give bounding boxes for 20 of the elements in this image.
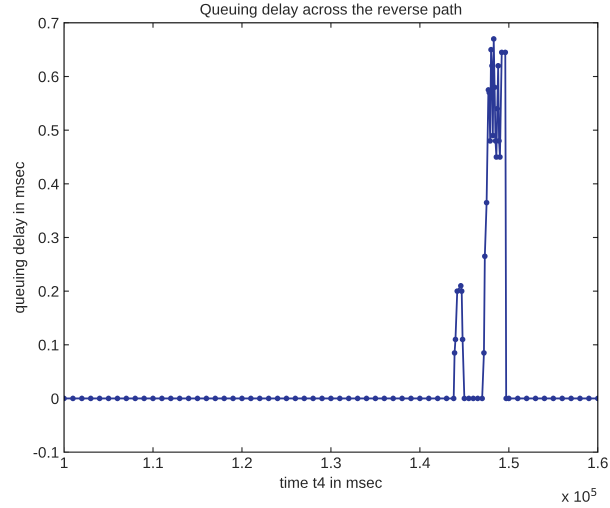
chart-title: Queuing delay across the reverse path [200, 3, 462, 18]
x-tick-label: 1.2 [232, 457, 252, 468]
x-tick-label: 1.1 [144, 458, 163, 468]
x-tick-label: 1.5 [499, 458, 519, 468]
y-tick-label: 0.1 [38, 340, 58, 350]
y-tick-label: 0.4 [38, 178, 59, 190]
y-tick-label: 0.3 [38, 232, 59, 244]
y-tick-label: 0.7 [38, 18, 58, 29]
x-tick-label: 1.6 [588, 457, 608, 468]
x-axis-title: time t4 in msec [280, 476, 382, 488]
y-tick-label: 0.5 [38, 125, 59, 136]
x-tick-label: 1 [60, 458, 68, 468]
text: x 10$^{5}$ [562, 488, 596, 502]
x-tick-label: 1.3 [321, 457, 341, 468]
y-tick-label: 0.2 [38, 286, 58, 297]
y-tick-label: 0 [51, 393, 59, 404]
y-tick-label: -0.1 [34, 446, 58, 458]
y-axis-title: queuing delay in msec [13, 162, 28, 313]
y-tick-label: 0.6 [38, 71, 59, 82]
x-tick-label: 1.4 [410, 458, 430, 468]
